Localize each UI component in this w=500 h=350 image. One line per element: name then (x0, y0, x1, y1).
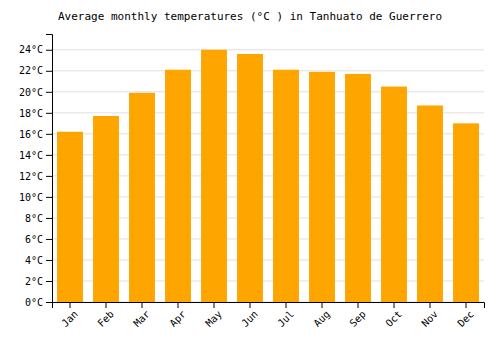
tick-mark (214, 302, 215, 308)
tick-mark (178, 302, 179, 308)
tick-mark (46, 197, 52, 198)
tick: 22°C (19, 65, 52, 76)
y-axis: 0°C 2°C 4°C 6°C 8°C 10°C 12°C 14°C 16°C 18°C 20°C 2… (19, 35, 53, 308)
tick-mark (430, 302, 431, 308)
tick-mark (466, 302, 467, 308)
tick-mark (46, 302, 52, 303)
bar (309, 72, 335, 302)
tick: 24°C (19, 44, 52, 55)
tick: Nov (419, 302, 440, 329)
tick-label: Aug (311, 308, 332, 329)
tick-mark (142, 302, 143, 308)
plot: 0°C 2°C 4°C 6°C 8°C 10°C 12°C 14°C 16°C 18°C 20°C 2… (19, 35, 485, 329)
tick: 16°C (19, 129, 52, 140)
axis-line (53, 303, 485, 309)
tick-label: 16°C (19, 129, 43, 140)
tick-mark (46, 113, 52, 114)
bars (57, 50, 479, 302)
tick: 18°C (19, 108, 52, 119)
tick-mark (46, 50, 52, 51)
bar (417, 105, 443, 302)
tick-mark (46, 71, 52, 72)
tick: Mar (131, 302, 152, 329)
tick-mark (46, 260, 52, 261)
tick-label: May (203, 308, 224, 329)
tick: 2°C (25, 276, 52, 287)
grid-line (52, 91, 484, 92)
bar (57, 132, 83, 302)
tick-mark (46, 239, 52, 240)
bar (381, 87, 407, 302)
axis-line (46, 35, 53, 303)
grid-line (52, 70, 484, 71)
tick-label: Dec (455, 308, 476, 329)
tick-mark (46, 155, 52, 156)
tick-label: 0°C (25, 297, 43, 308)
tick-label: Jul (275, 308, 296, 329)
title: Average monthly temperatures (°C ) in Ta… (58, 10, 442, 23)
tick: 0°C (25, 297, 52, 308)
tick: Apr (167, 302, 188, 329)
tick: 6°C (25, 234, 52, 245)
tick-mark (286, 302, 287, 308)
bar (237, 54, 263, 302)
tick-mark (46, 176, 52, 177)
tick-mark (46, 92, 52, 93)
tick-label: Jun (239, 308, 260, 329)
tick-label: 14°C (19, 150, 43, 161)
tick: 12°C (19, 171, 52, 182)
tick-mark (394, 302, 395, 308)
tick: Oct (383, 302, 404, 329)
tick-mark (46, 218, 52, 219)
tick-mark (358, 302, 359, 308)
tick-label: 24°C (19, 44, 43, 55)
tick-label: Jan (59, 308, 80, 329)
tick: 8°C (25, 213, 52, 224)
tick: Dec (455, 302, 476, 329)
grid (52, 50, 484, 302)
grid-line (52, 49, 484, 50)
tick-label: 4°C (25, 255, 43, 266)
tick-label: Oct (383, 308, 404, 329)
tick-label: 2°C (25, 276, 43, 287)
tick-label: Feb (95, 308, 116, 329)
tick-label: Nov (419, 308, 440, 329)
tick-label: 6°C (25, 234, 43, 245)
bar (453, 123, 479, 302)
tick-mark (70, 302, 71, 308)
tick: Feb (95, 302, 116, 329)
tick-label: Apr (167, 308, 188, 329)
tick: 10°C (19, 192, 52, 203)
bar (129, 93, 155, 302)
tick-mark (46, 134, 52, 135)
tick-label: Mar (131, 308, 152, 329)
tick: May (203, 302, 224, 329)
tick-mark (106, 302, 107, 308)
tick-label: 22°C (19, 65, 43, 76)
tick-label: 8°C (25, 213, 43, 224)
chart: Average monthly temperatures (°C ) in Ta… (0, 0, 500, 350)
bar (93, 116, 119, 302)
tick: Jun (239, 302, 260, 329)
tick-label: 10°C (19, 192, 43, 203)
tick: Aug (311, 302, 332, 329)
tick: Jan (59, 302, 80, 329)
bar (345, 74, 371, 302)
tick-label: Sep (347, 308, 368, 329)
tick-mark (46, 281, 52, 282)
tick: Sep (347, 302, 368, 329)
tick-mark (322, 302, 323, 308)
bar (165, 70, 191, 302)
tick: 20°C (19, 87, 52, 98)
x-axis: Jan Feb Mar Apr May Jun Jul Aug Sep Oct Nov Dec (53, 302, 485, 329)
tick: 4°C (25, 255, 52, 266)
tick-mark (250, 302, 251, 308)
tick: 14°C (19, 150, 52, 161)
bar (273, 70, 299, 302)
tick-label: 20°C (19, 87, 43, 98)
tick: Jul (275, 302, 296, 329)
tick-label: 12°C (19, 171, 43, 182)
bar (201, 50, 227, 302)
tick-label: 18°C (19, 108, 43, 119)
